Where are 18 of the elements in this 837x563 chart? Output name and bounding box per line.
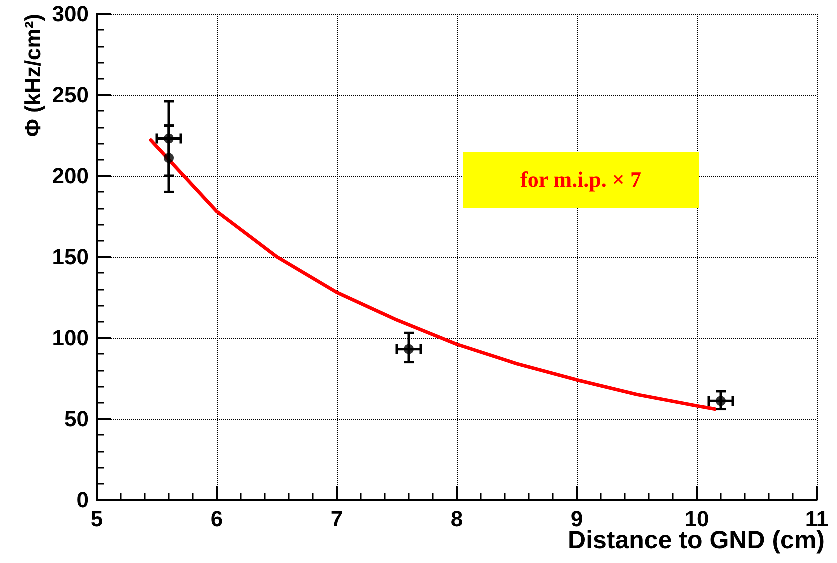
x-tick-label: 7 — [330, 506, 344, 532]
y-tick-label: 300 — [52, 2, 89, 26]
point — [716, 396, 726, 406]
x-tick-label: 8 — [450, 506, 464, 532]
line-series — [149, 138, 717, 412]
point — [164, 134, 174, 144]
y-tick-label: 100 — [52, 326, 89, 350]
note-box: for m.i.p. × 7 — [463, 152, 699, 208]
x-tick-label: 5 — [90, 506, 104, 532]
y-tick-label: 250 — [52, 82, 89, 108]
point — [404, 344, 414, 354]
y-tick-label: 150 — [52, 244, 89, 270]
x-tick-label: 6 — [210, 506, 224, 532]
y-tick-label: 50 — [64, 406, 89, 432]
y-tick-label: 200 — [52, 164, 89, 188]
y-axis-title: Φ (kHz/cm²) — [20, 14, 46, 138]
y-tick-label: 0 — [76, 488, 89, 512]
point — [164, 153, 174, 164]
